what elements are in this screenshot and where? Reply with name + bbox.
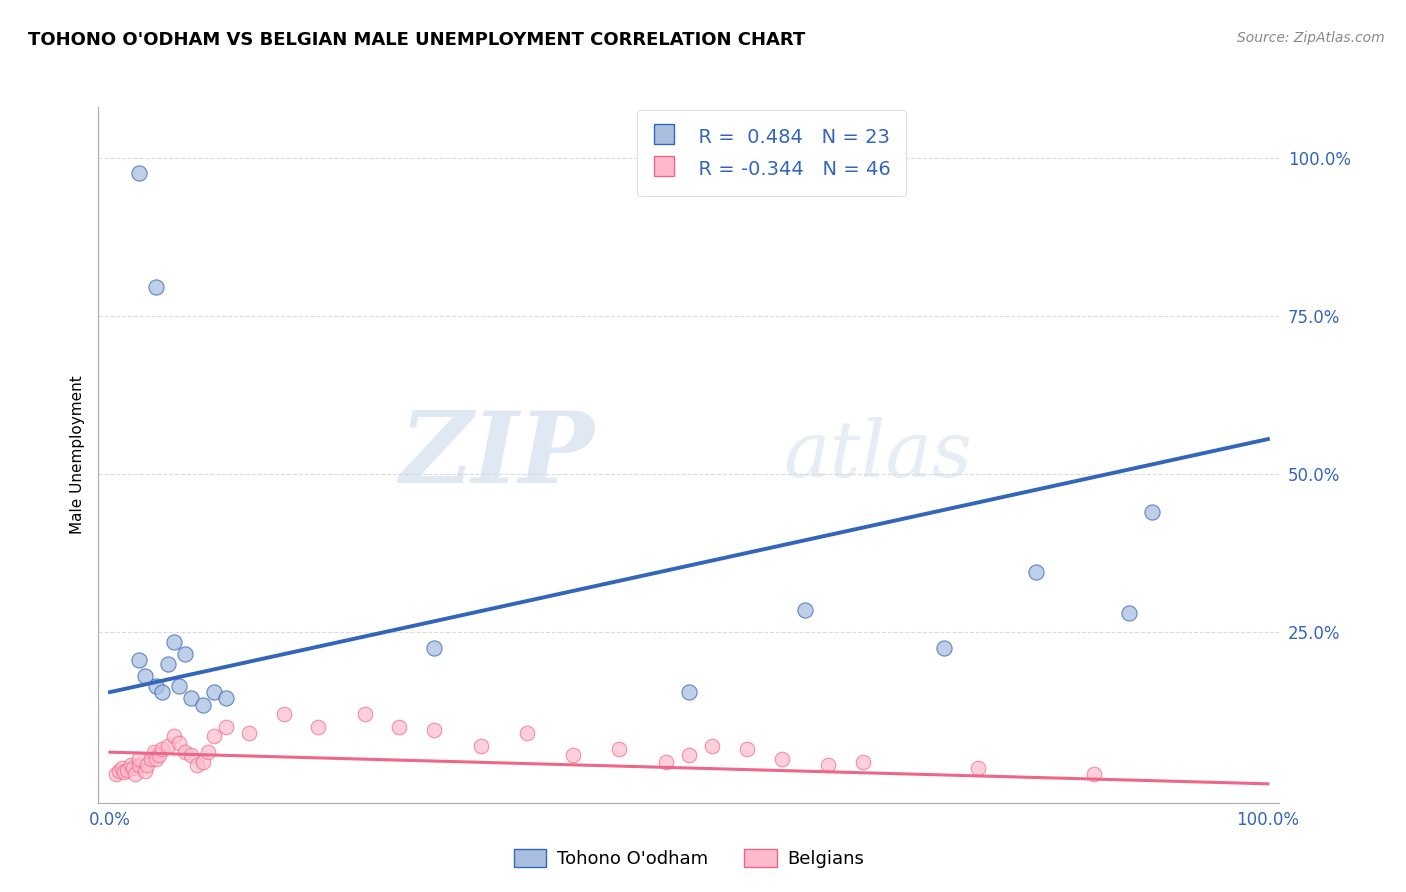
Point <box>817 757 839 772</box>
Point <box>134 669 156 683</box>
Point <box>423 640 446 655</box>
Point <box>215 720 238 734</box>
Point <box>191 698 214 712</box>
Point <box>186 757 208 772</box>
Point <box>156 657 179 671</box>
Point <box>112 765 135 780</box>
Point <box>136 757 159 772</box>
Text: TOHONO O'ODHAM VS BELGIAN MALE UNEMPLOYMENT CORRELATION CHART: TOHONO O'ODHAM VS BELGIAN MALE UNEMPLOYM… <box>28 31 806 49</box>
Point <box>562 748 585 763</box>
Point <box>678 685 700 699</box>
Point <box>700 739 723 753</box>
Point <box>139 751 162 765</box>
Point <box>122 761 145 775</box>
Point <box>134 764 156 779</box>
Point <box>770 751 793 765</box>
Point <box>307 720 329 734</box>
Y-axis label: Male Unemployment: Male Unemployment <box>69 376 84 534</box>
Point <box>678 748 700 763</box>
Text: Source: ZipAtlas.com: Source: ZipAtlas.com <box>1237 31 1385 45</box>
Text: ZIP: ZIP <box>399 407 595 503</box>
Legend: Tohono O'odham, Belgians: Tohono O'odham, Belgians <box>505 840 873 877</box>
Point <box>388 720 411 734</box>
Point <box>215 691 238 706</box>
Point <box>124 767 146 781</box>
Point <box>117 763 139 777</box>
Point <box>470 739 492 753</box>
Point <box>163 730 186 744</box>
Point <box>197 745 219 759</box>
Point <box>128 751 150 765</box>
Point <box>128 757 150 772</box>
Point <box>174 647 197 661</box>
Point <box>120 757 142 772</box>
Point <box>145 679 167 693</box>
Point <box>150 685 173 699</box>
Point <box>169 736 191 750</box>
Point <box>180 691 202 706</box>
Point <box>273 707 295 722</box>
Text: atlas: atlas <box>783 417 972 493</box>
Point <box>202 730 225 744</box>
Point <box>148 748 170 763</box>
Point <box>150 742 173 756</box>
Point <box>932 640 955 655</box>
Point <box>238 726 260 740</box>
Point <box>735 742 758 756</box>
Point <box>174 745 197 759</box>
Point <box>967 761 990 775</box>
Point <box>609 742 631 756</box>
Point <box>202 685 225 699</box>
Point <box>145 280 167 294</box>
Point <box>156 739 179 753</box>
Point <box>169 679 191 693</box>
Point <box>145 751 167 765</box>
Point <box>108 764 131 779</box>
Point <box>110 761 132 775</box>
Point <box>128 166 150 180</box>
Point <box>793 603 815 617</box>
Point <box>655 755 678 769</box>
Point <box>1140 505 1163 519</box>
Point <box>104 767 127 781</box>
Point <box>423 723 446 737</box>
Point <box>191 755 214 769</box>
Point <box>180 748 202 763</box>
Point <box>852 755 875 769</box>
Point <box>143 745 166 759</box>
Point <box>353 707 375 722</box>
Point <box>1118 606 1140 620</box>
Point <box>1083 767 1105 781</box>
Point <box>1025 565 1047 579</box>
Point <box>516 726 538 740</box>
Point <box>128 653 150 667</box>
Point <box>163 634 186 648</box>
